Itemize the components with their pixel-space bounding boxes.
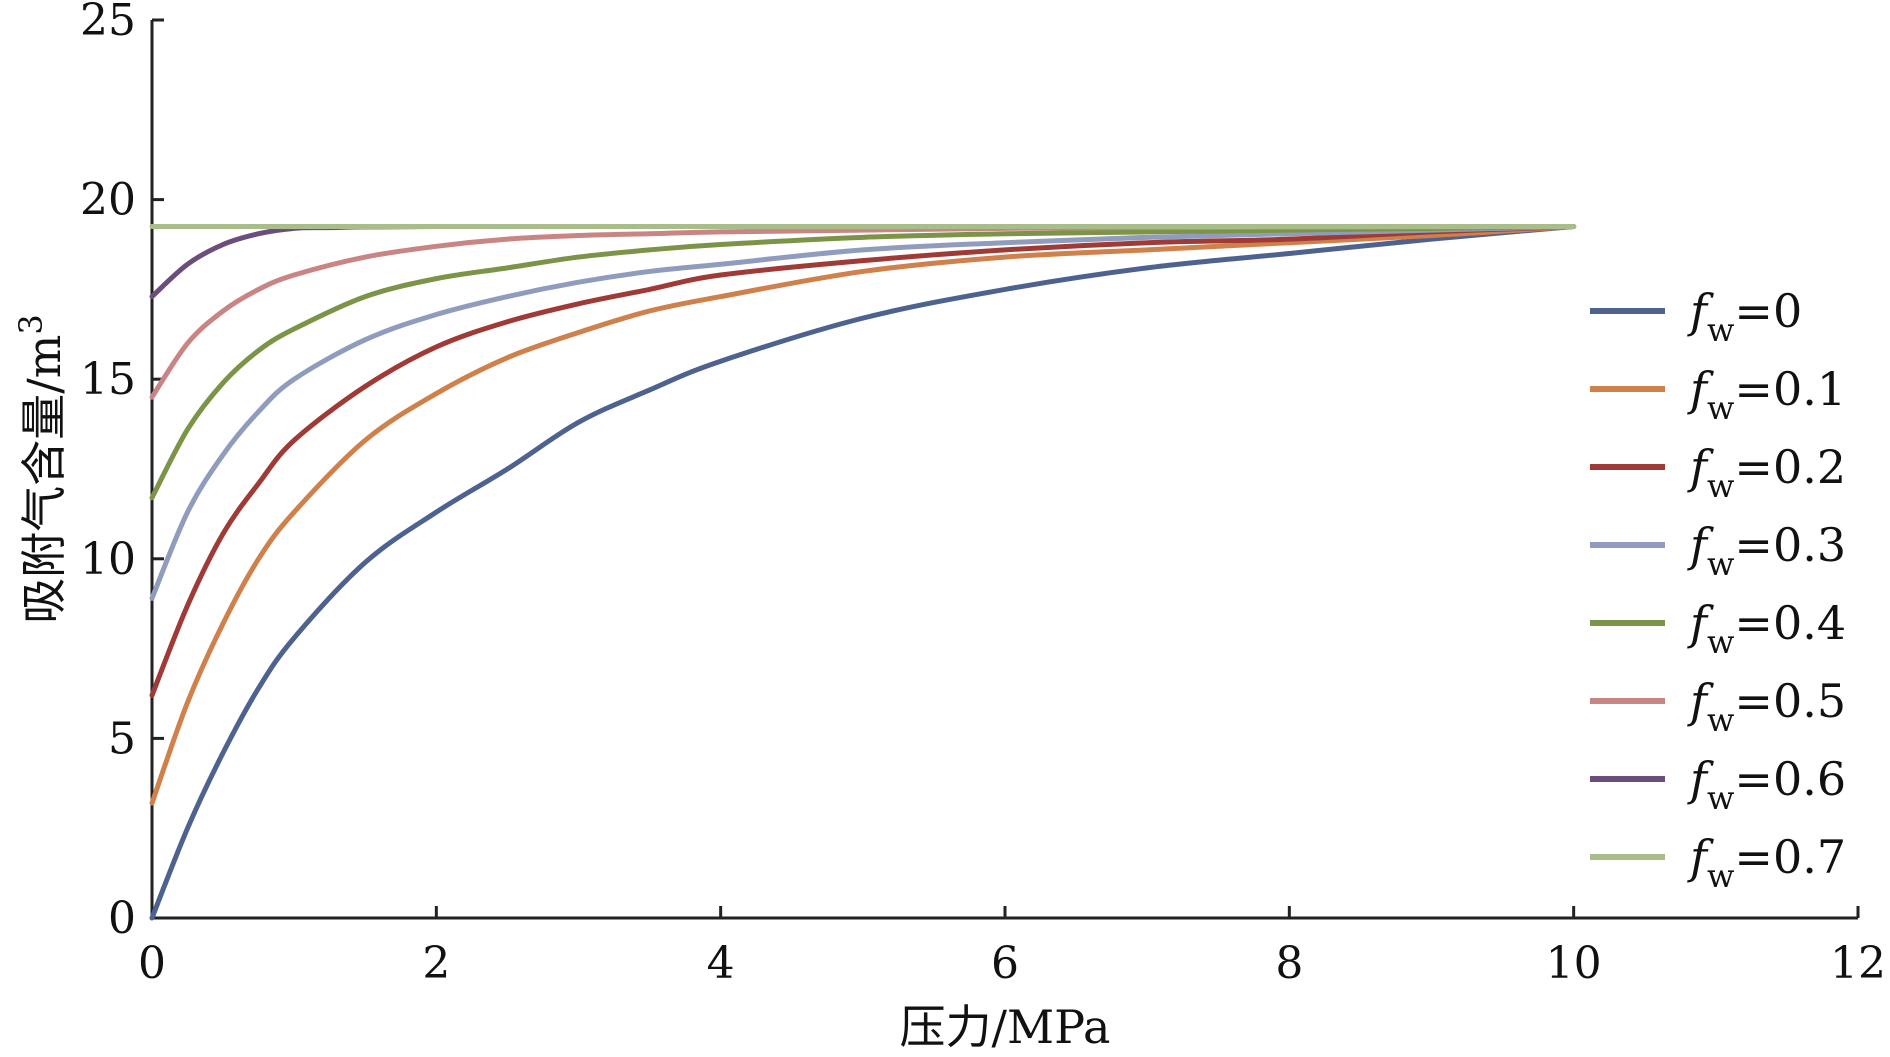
y-tick-label: 10	[80, 534, 136, 585]
x-tick-label: 10	[1546, 938, 1602, 989]
legend: fw=0 fw=0.1 fw=0.2 fw=0.3 fw=0.4 fw=0.5 fw=0.6…	[1590, 284, 1846, 895]
y-axis-title-text: 吸附气含量/m	[17, 335, 71, 624]
legend-label: fw=0.3	[1687, 518, 1846, 583]
legend-label: fw=0.7	[1687, 830, 1846, 895]
legend-label: fw=0.2	[1687, 440, 1846, 505]
x-tick-label: 12	[1830, 938, 1886, 989]
legend-label-sub: w	[1707, 467, 1734, 505]
legend-label: fw=0.5	[1687, 674, 1846, 739]
series-lines	[149, 224, 1577, 921]
legend-label: fw=0.4	[1687, 596, 1846, 661]
legend-label-value: =0.7	[1734, 830, 1846, 884]
legend-label-sub: w	[1707, 311, 1734, 349]
y-axis-title-sup: 3	[12, 314, 50, 334]
x-tick-label: 2	[422, 938, 450, 989]
legend-label-sub: w	[1707, 545, 1734, 583]
y-tick-label: 20	[80, 175, 136, 226]
legend-label-sub: w	[1707, 389, 1734, 427]
y-axis-title-group: 吸附气含量/m3	[12, 314, 71, 623]
legend-label-value: =0.5	[1734, 674, 1846, 728]
legend-label-value: =0.6	[1734, 752, 1846, 806]
y-axis-title: 吸附气含量/m3	[12, 314, 71, 623]
series-line	[149, 224, 1577, 806]
series-line	[149, 224, 1577, 501]
x-axis-title: 压力/MPa	[900, 1000, 1111, 1054]
legend-label-value: =0	[1734, 284, 1802, 338]
legend-label: fw=0	[1687, 284, 1802, 349]
legend-label-value: =0.3	[1734, 518, 1846, 572]
y-tick-label: 25	[80, 0, 136, 46]
x-tick-label: 0	[138, 938, 166, 989]
series-line	[149, 224, 1577, 601]
ticks: 0 2 4 6 8 10 12 0 5 10 15 20 25	[80, 0, 1886, 989]
legend-label-sub: w	[1707, 857, 1734, 895]
legend-label-sub: w	[1707, 701, 1734, 739]
legend-label: fw=0.6	[1687, 752, 1846, 817]
y-tick-label: 15	[80, 354, 136, 405]
legend-label-value: =0.2	[1734, 440, 1846, 494]
legend-label-value: =0.1	[1734, 362, 1846, 416]
legend-label-sub: w	[1707, 779, 1734, 817]
y-tick-label: 0	[108, 893, 136, 944]
x-tick-label: 8	[1275, 938, 1303, 989]
y-tick-label: 5	[108, 713, 136, 764]
x-tick-label: 4	[707, 938, 735, 989]
legend-label-value: =0.4	[1734, 596, 1846, 650]
legend-label-sub: w	[1707, 623, 1734, 661]
legend-label: fw=0.1	[1687, 362, 1846, 427]
series-line	[149, 224, 1577, 921]
series-line	[149, 224, 1577, 698]
x-tick-label: 6	[991, 938, 1019, 989]
